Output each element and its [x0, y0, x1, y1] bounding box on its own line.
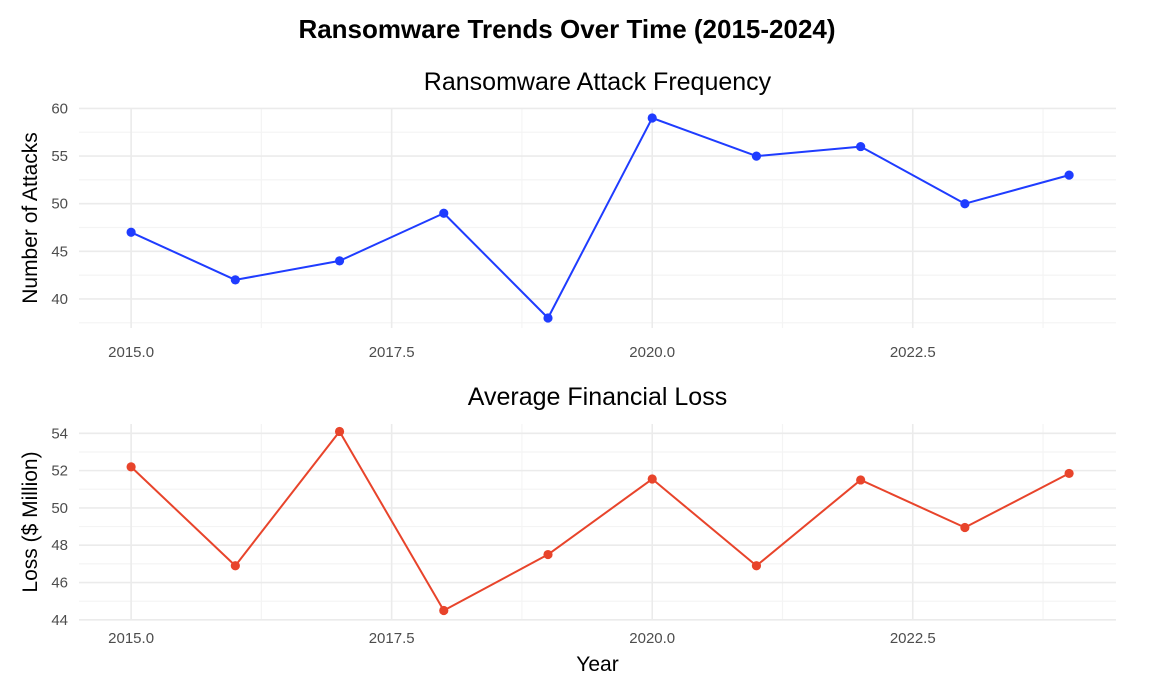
- data-point-loss: [1064, 468, 1074, 479]
- attack-frequency-panel: 2015.0 2017.5 2020.0 2022.5 40 45 50 55 60 Ransom…: [19, 68, 1116, 361]
- y-axis-label-loss: Loss ($ Million): [19, 451, 42, 592]
- x-tick-label: 2022.5: [890, 344, 936, 361]
- data-point-loss: [960, 522, 970, 533]
- y-tick-label: 40: [51, 291, 68, 308]
- y-tick-label: 48: [51, 537, 68, 554]
- data-point-frequency: [856, 141, 866, 152]
- data-point-loss: [334, 426, 345, 437]
- y-tick-label: 54: [51, 425, 68, 442]
- financial-loss-panel: 2015.0 2017.5 2020.0 2022.5 44 46 48 50 52 54 Aver…: [19, 383, 1116, 676]
- data-point-frequency: [1064, 170, 1074, 180]
- x-tick-label: 2015.0: [108, 344, 154, 361]
- y-tick-label: 52: [51, 463, 68, 480]
- data-point-frequency: [960, 199, 970, 209]
- y-tick-label: 50: [51, 500, 68, 517]
- x-tick-label: 2017.5: [369, 630, 415, 647]
- data-point-frequency: [126, 227, 136, 237]
- y-tick-label: 60: [51, 100, 68, 117]
- x-tick-label: 2015.0: [108, 630, 154, 647]
- data-point-frequency: [647, 113, 657, 123]
- y-tick-label: 45: [51, 243, 68, 260]
- data-point-frequency: [543, 313, 553, 323]
- data-point-loss: [126, 462, 136, 472]
- panel-title-loss: Average Financial Loss: [468, 383, 727, 411]
- panel-title-frequency: Ransomware Attack Frequency: [424, 68, 772, 96]
- data-point-loss: [543, 549, 553, 560]
- data-point-loss: [751, 561, 762, 571]
- y-tick-label: 50: [51, 196, 68, 213]
- data-point-frequency: [751, 151, 762, 161]
- y-tick-label: 55: [51, 148, 68, 165]
- data-point-frequency: [230, 275, 240, 285]
- y-axis-label-frequency: Number of Attacks: [19, 132, 42, 304]
- series-line-loss: [130, 430, 1070, 612]
- data-point-loss: [230, 561, 240, 571]
- data-point-loss: [856, 475, 866, 485]
- x-tick-label: 2017.5: [369, 344, 415, 361]
- data-point-loss: [439, 605, 449, 616]
- y-tick-label: 44: [51, 612, 68, 629]
- x-tick-label: 2020.0: [629, 630, 675, 647]
- x-axis-label: Year: [576, 653, 618, 676]
- x-tick-label: 2022.5: [890, 630, 936, 647]
- y-tick-label: 46: [51, 575, 68, 592]
- data-point-frequency: [334, 256, 345, 266]
- x-tick-label: 2020.0: [629, 344, 675, 361]
- series-line-frequency: [130, 117, 1070, 319]
- figure-title: Ransomware Trends Over Time (2015-2024): [298, 14, 835, 44]
- data-point-loss: [647, 474, 657, 484]
- data-point-frequency: [439, 208, 449, 218]
